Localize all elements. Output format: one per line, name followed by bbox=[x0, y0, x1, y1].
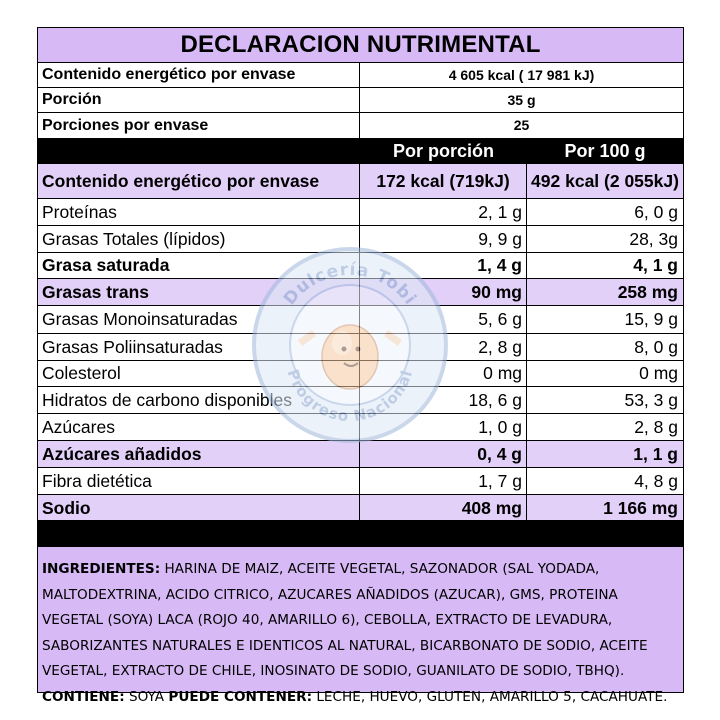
value-per-portion: 408 mg bbox=[360, 495, 527, 521]
value-per-100g: 4, 8 g bbox=[634, 471, 678, 491]
value-per-100g: 258 mg bbox=[617, 282, 678, 302]
info-row-servings: Porciones por envase 25 bbox=[38, 113, 683, 139]
value-per-portion: 172 kcal (719kJ) bbox=[360, 164, 527, 198]
info-value: 35 g bbox=[507, 92, 536, 108]
nutrient-name: Grasas Monoinsaturadas bbox=[38, 306, 360, 333]
nutrient-row: Grasas Totales (lípidos) 9, 9 g 28, 3g bbox=[38, 226, 683, 253]
value-per-100g: 6, 0 g bbox=[634, 202, 678, 222]
value-per-100g: 15, 9 g bbox=[624, 309, 678, 329]
value-per-portion: 5, 6 g bbox=[360, 306, 527, 333]
ingredients-text: HARINA DE MAIZ, ACEITE VEGETAL, SAZONADO… bbox=[42, 561, 648, 680]
label-title: DECLARACION NUTRIMENTAL bbox=[38, 28, 683, 63]
nutrient-row: Colesterol 0 mg 0 mg bbox=[38, 361, 683, 387]
info-label: Contenido energético por envase bbox=[38, 63, 360, 87]
nutrient-row: Azúcares 1, 0 g 2, 8 g bbox=[38, 414, 683, 441]
nutrient-name: Hidratos de carbono disponibles bbox=[38, 387, 360, 413]
value-per-portion: 90 mg bbox=[360, 279, 527, 305]
info-row-energy: Contenido energético por envase 4 605 kc… bbox=[38, 63, 683, 88]
nutrient-name: Fibra dietética bbox=[38, 468, 360, 494]
info-label: Porciones por envase bbox=[38, 113, 360, 138]
nutrient-row: Fibra dietética 1, 7 g 4, 8 g bbox=[38, 468, 683, 495]
nutrient-name: Grasas trans bbox=[38, 279, 360, 305]
value-per-portion: 1, 4 g bbox=[360, 253, 527, 278]
column-header-row: Por porción Por 100 g bbox=[38, 139, 683, 164]
nutrition-label: DECLARACION NUTRIMENTAL Contenido energé… bbox=[37, 27, 684, 705]
nutrient-row: Proteínas 2, 1 g 6, 0 g bbox=[38, 199, 683, 226]
value-per-portion: 2, 8 g bbox=[360, 334, 527, 360]
info-label: Porción bbox=[38, 88, 360, 112]
nutrient-row: Grasas trans 90 mg 258 mg bbox=[38, 279, 683, 306]
header-per-portion: Por porción bbox=[392, 141, 494, 161]
nutrient-row: Sodio 408 mg 1 166 mg bbox=[38, 495, 683, 522]
nutrient-name: Proteínas bbox=[38, 199, 360, 225]
nutrient-name: Sodio bbox=[38, 495, 360, 521]
may-contain-label: PUEDE CONTENER: bbox=[168, 688, 313, 705]
nutrient-name: Contenido energético por envase bbox=[38, 164, 360, 198]
header-per-100g: Por 100 g bbox=[564, 141, 646, 161]
value-per-100g: 492 kcal (2 055kJ) bbox=[531, 171, 679, 191]
value-per-portion: 2, 1 g bbox=[360, 199, 527, 225]
nutrient-name: Azúcares añadidos bbox=[38, 441, 360, 467]
value-per-100g: 0 mg bbox=[639, 363, 678, 383]
ingredients-label: INGREDIENTES: bbox=[42, 561, 161, 577]
value-per-100g: 1, 1 g bbox=[633, 444, 678, 464]
value-per-portion: 1, 0 g bbox=[360, 414, 527, 440]
ingredients-panel: INGREDIENTES: HARINA DE MAIZ, ACEITE VEG… bbox=[38, 547, 683, 705]
nutrient-name: Grasas Totales (lípidos) bbox=[38, 226, 360, 252]
black-separator-bar bbox=[38, 520, 683, 547]
info-row-portion: Porción 35 g bbox=[38, 88, 683, 113]
header-blank bbox=[38, 139, 360, 163]
value-per-100g: 53, 3 g bbox=[624, 390, 678, 410]
nutrient-name: Grasas Poliinsaturadas bbox=[38, 334, 360, 360]
contains-text: SOYA bbox=[124, 688, 169, 705]
nutrient-name: Azúcares bbox=[38, 414, 360, 440]
nutrient-name: Colesterol bbox=[38, 361, 360, 386]
info-value: 25 bbox=[513, 117, 530, 133]
nutrient-row: Grasas Poliinsaturadas 2, 8 g 8, 0 g bbox=[38, 334, 683, 361]
nutrient-row: Grasa saturada 1, 4 g 4, 1 g bbox=[38, 253, 683, 279]
contains-label: CONTIENE: bbox=[42, 688, 125, 705]
value-per-100g: 28, 3g bbox=[629, 229, 678, 249]
value-per-100g: 2, 8 g bbox=[634, 417, 678, 437]
value-per-portion: 0 mg bbox=[360, 361, 527, 386]
nutrient-row: Hidratos de carbono disponibles 18, 6 g 53… bbox=[38, 387, 683, 414]
value-per-portion: 1, 7 g bbox=[360, 468, 527, 494]
value-per-100g: 4, 1 g bbox=[633, 255, 678, 275]
nutrient-name: Grasa saturada bbox=[38, 253, 360, 278]
may-contain-text: LECHE, HUEVO, GLUTEN, AMARILLO 5, CACAHU… bbox=[312, 688, 668, 705]
value-per-portion: 9, 9 g bbox=[360, 226, 527, 252]
nutrient-row: Grasas Monoinsaturadas 5, 6 g 15, 9 g bbox=[38, 306, 683, 334]
value-per-100g: 1 166 mg bbox=[603, 498, 678, 518]
value-per-portion: 0, 4 g bbox=[360, 441, 527, 467]
info-value: 4 605 kcal ( 17 981 kJ) bbox=[448, 67, 595, 83]
energy-row: Contenido energético por envase 172 kcal… bbox=[38, 164, 683, 199]
nutrient-row: Azúcares añadidos 0, 4 g 1, 1 g bbox=[38, 441, 683, 468]
value-per-100g: 8, 0 g bbox=[634, 337, 678, 357]
value-per-portion: 18, 6 g bbox=[360, 387, 527, 413]
